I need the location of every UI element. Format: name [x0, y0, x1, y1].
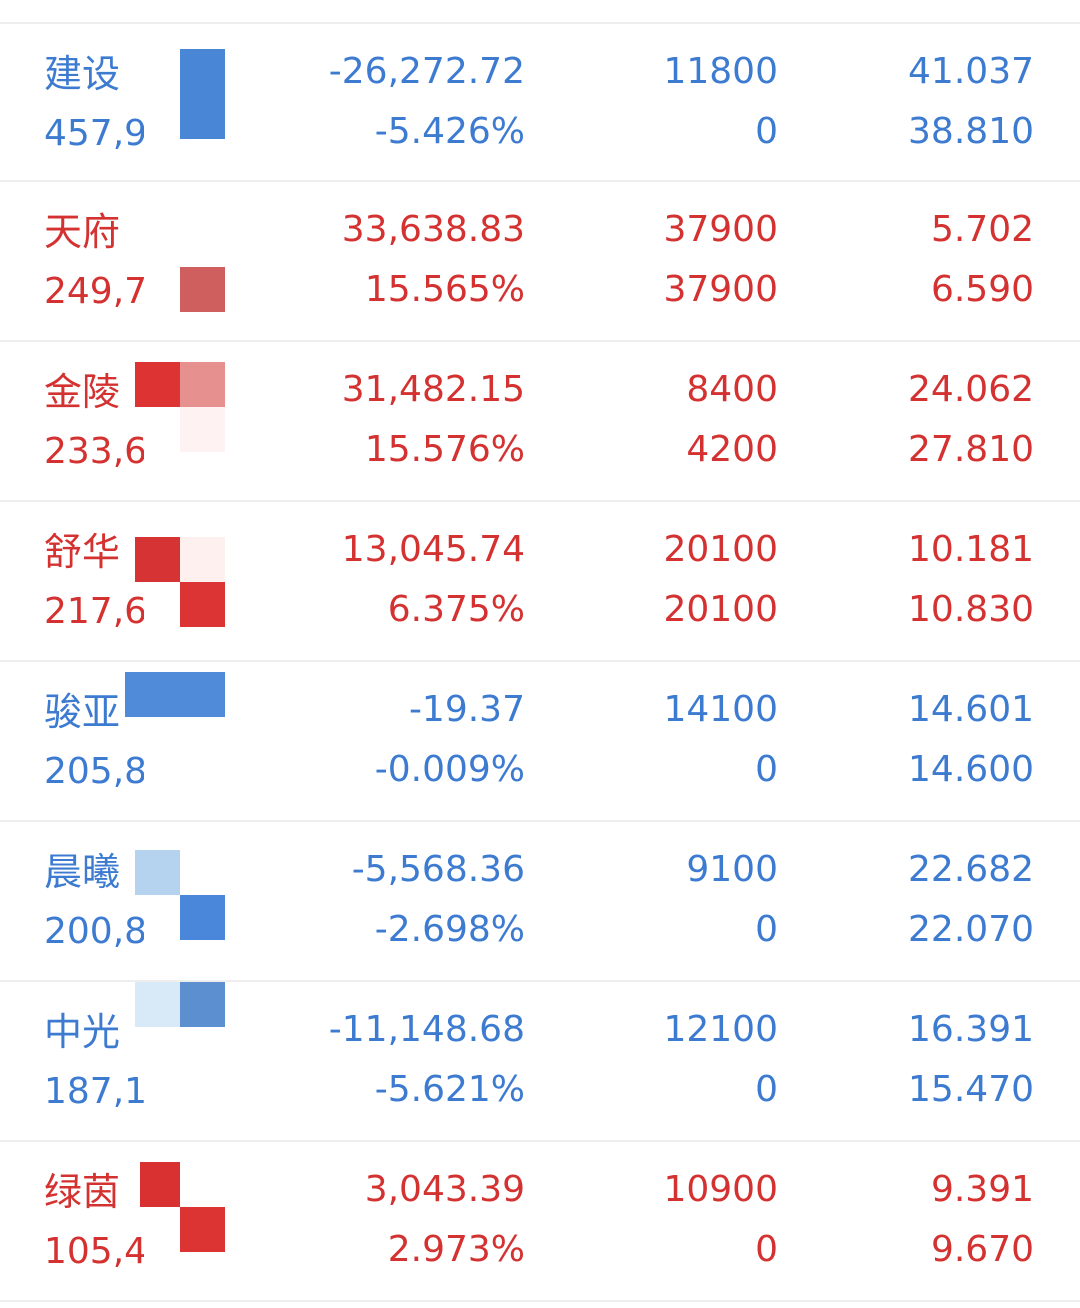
redaction-mosaic [135, 182, 225, 342]
price-primary: 10.181 [908, 529, 1034, 570]
volume-secondary: 0 [755, 111, 778, 152]
volume-primary: 10900 [663, 1169, 778, 1210]
change-percent: -5.426% [374, 111, 525, 152]
stock-sub-value: 457,9 [44, 113, 144, 154]
stock-name: 中光 [44, 1010, 121, 1054]
price-secondary: 6.590 [930, 269, 1034, 310]
volume-secondary: 20100 [663, 589, 778, 630]
stock-sub-value: 249,7 [44, 271, 144, 312]
price-primary: 9.391 [930, 1169, 1034, 1210]
stock-row[interactable]: 晨曦 200,8 -5,568.36 -2.698% 9100 0 22.682… [0, 822, 1080, 982]
redaction-mosaic [135, 822, 225, 982]
change-percent: 15.565% [364, 269, 525, 310]
volume-secondary: 0 [755, 749, 778, 790]
stock-row[interactable]: 中光 187,1 -11,148.68 -5.621% 12100 0 16.3… [0, 982, 1080, 1142]
change-percent: -0.009% [374, 749, 525, 790]
volume-secondary: 0 [755, 1229, 778, 1270]
redaction-mosaic [135, 502, 225, 662]
change-value: -19.37 [408, 689, 525, 730]
stock-row[interactable]: 天府 249,7 33,638.83 15.565% 37900 37900 5… [0, 182, 1080, 342]
price-secondary: 9.670 [930, 1229, 1034, 1270]
stock-name: 金陵 [44, 370, 121, 414]
price-secondary: 14.600 [908, 749, 1034, 790]
price-secondary: 22.070 [908, 909, 1034, 950]
change-percent: 2.973% [387, 1229, 525, 1270]
volume-secondary: 4200 [686, 429, 778, 470]
stock-sub-value: 217,6 [44, 591, 144, 632]
volume-primary: 9100 [686, 849, 778, 890]
change-value: 3,043.39 [364, 1169, 525, 1210]
change-value: 33,638.83 [341, 209, 525, 250]
price-secondary: 27.810 [908, 429, 1034, 470]
stock-sub-value: 187,1 [44, 1071, 144, 1112]
stock-row[interactable]: 建设 457,9 -26,272.72 -5.426% 11800 0 41.0… [0, 22, 1080, 182]
price-primary: 16.391 [908, 1009, 1034, 1050]
redaction-mosaic [135, 342, 225, 502]
price-primary: 14.601 [908, 689, 1034, 730]
price-secondary: 10.830 [908, 589, 1034, 630]
stock-row[interactable]: 金陵 233,6 31,482.15 15.576% 8400 4200 24.… [0, 342, 1080, 502]
redaction-mosaic [135, 24, 225, 184]
stock-name: 天府 [44, 210, 121, 254]
stock-name: 绿茵 [44, 1170, 121, 1214]
stock-sub-value: 205,8 [44, 751, 144, 792]
stock-name: 晨曦 [44, 850, 121, 894]
change-percent: -2.698% [374, 909, 525, 950]
change-value: -5,568.36 [351, 849, 525, 890]
volume-secondary: 0 [755, 909, 778, 950]
redaction-mosaic [135, 982, 225, 1142]
change-value: 13,045.74 [341, 529, 525, 570]
redaction-mosaic [135, 1142, 225, 1302]
price-secondary: 15.470 [908, 1069, 1034, 1110]
stock-name: 建设 [44, 52, 121, 96]
change-percent: 6.375% [387, 589, 525, 630]
volume-primary: 12100 [663, 1009, 778, 1050]
volume-secondary: 0 [755, 1069, 778, 1110]
stock-sub-value: 200,8 [44, 911, 144, 952]
stock-name: 骏亚 [44, 690, 121, 734]
volume-primary: 11800 [663, 51, 778, 92]
stock-name: 舒华 [44, 530, 121, 574]
volume-secondary: 37900 [663, 269, 778, 310]
volume-primary: 14100 [663, 689, 778, 730]
stock-row[interactable]: 绿茵 105,4 3,043.39 2.973% 10900 0 9.391 9… [0, 1142, 1080, 1302]
volume-primary: 20100 [663, 529, 778, 570]
price-primary: 24.062 [908, 369, 1034, 410]
change-value: -11,148.68 [328, 1009, 525, 1050]
stock-sub-value: 105,4 [44, 1231, 144, 1272]
change-value: 31,482.15 [341, 369, 525, 410]
redaction-mosaic [125, 662, 225, 822]
price-primary: 5.702 [930, 209, 1034, 250]
stock-row[interactable]: 骏亚 205,8 -19.37 -0.009% 14100 0 14.601 1… [0, 662, 1080, 822]
price-primary: 22.682 [908, 849, 1034, 890]
price-secondary: 38.810 [908, 111, 1034, 152]
change-value: -26,272.72 [328, 51, 525, 92]
change-percent: -5.621% [374, 1069, 525, 1110]
price-primary: 41.037 [908, 51, 1034, 92]
stock-row[interactable]: 舒华 217,6 13,045.74 6.375% 20100 20100 10… [0, 502, 1080, 662]
volume-primary: 37900 [663, 209, 778, 250]
volume-primary: 8400 [686, 369, 778, 410]
change-percent: 15.576% [364, 429, 525, 470]
stock-sub-value: 233,6 [44, 431, 144, 472]
